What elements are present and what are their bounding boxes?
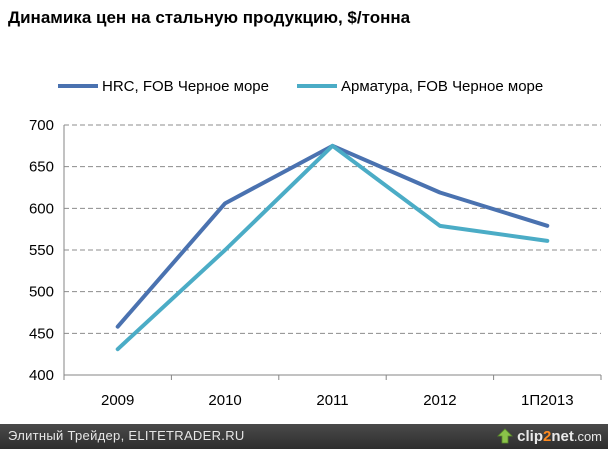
footer-credit: Элитный Трейдер, ELITETRADER.RU	[8, 428, 245, 443]
x-tick-label: 2009	[101, 392, 134, 409]
x-tick-label: 1П2013	[521, 392, 574, 409]
legend-label-2: Арматура, FOB Черное море	[341, 78, 543, 95]
y-tick-label: 700	[29, 117, 54, 134]
logo-text-clip: clip	[517, 427, 543, 445]
legend-label-1: HRC, FOB Черное море	[102, 78, 269, 95]
logo-text-com: .com	[573, 428, 602, 444]
y-tick-label: 450	[29, 325, 54, 342]
logo-text-net: net	[551, 427, 574, 445]
clip2net-logo[interactable]: clip 2 net .com	[497, 426, 602, 446]
x-tick-label: 2012	[423, 392, 456, 409]
series-line-1	[115, 143, 550, 329]
footer-bar: Элитный Трейдер, ELITETRADER.RU clip 2 net…	[0, 424, 608, 449]
series-line-2	[115, 143, 550, 352]
line-chart: 400 450 500 550 600 650 700 2009 2010 2011 2012 1П2…	[29, 78, 602, 409]
logo-text-2: 2	[542, 427, 552, 445]
x-tick-label: 2010	[208, 392, 241, 409]
y-tick-label: 550	[29, 242, 54, 259]
chart-title: Динамика цен на стальную продукцию, $/то…	[8, 8, 411, 27]
y-tick-label: 650	[29, 159, 54, 176]
y-tick-label: 600	[29, 200, 54, 217]
x-tick-label: 2011	[316, 392, 348, 409]
upload-arrow-icon	[497, 428, 514, 444]
y-tick-label: 400	[29, 367, 54, 384]
y-tick-label: 500	[29, 284, 54, 301]
